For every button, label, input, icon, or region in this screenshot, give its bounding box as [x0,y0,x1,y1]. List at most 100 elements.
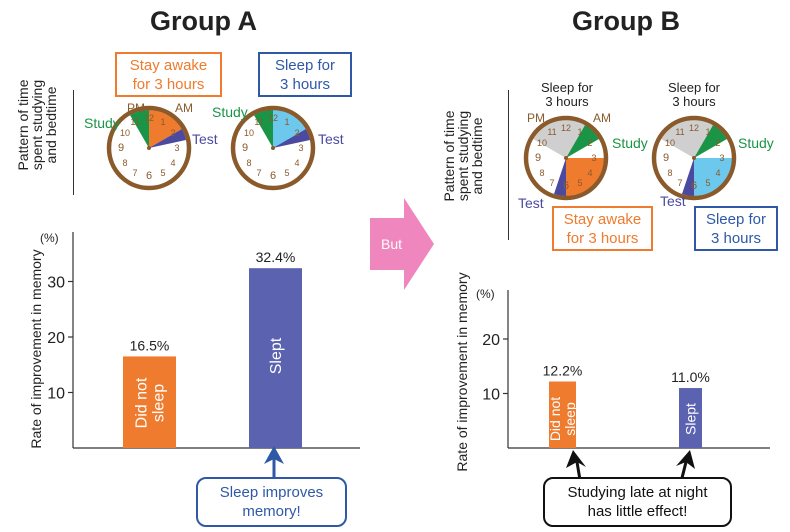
svg-text:6: 6 [691,180,697,192]
b1-pm-label: PM [527,111,545,125]
callout-line2: 3 hours [279,76,331,93]
svg-text:8: 8 [122,158,127,168]
svg-text:5: 5 [577,178,582,188]
svg-text:3: 3 [174,143,179,153]
bar-category-label: sleep [562,402,578,436]
svg-text:5: 5 [705,178,710,188]
svg-text:3: 3 [719,153,724,163]
b2-top-label: Sleep for 3 hours [657,81,731,109]
group-b-pattern-divider [508,90,509,240]
sleep-sector [694,158,732,196]
svg-text:9: 9 [535,152,541,164]
bar [679,388,702,448]
svg-text:4: 4 [587,168,592,178]
svg-text:7: 7 [549,178,554,188]
test-sector [682,158,694,196]
bar-value-label: 11.0% [671,369,710,385]
svg-text:2: 2 [170,128,175,138]
callout-line1: Sleep for [274,57,336,74]
a1-callout: Stay awake for 3 hours [115,52,222,97]
a1-test-label: Test [192,131,218,147]
a1-study-label: Study [84,115,120,131]
top-line2: 3 hours [545,94,589,109]
callout-line1: Stay awake [129,57,208,74]
bar [123,356,176,448]
top-line2: 3 hours [672,94,716,109]
svg-text:1: 1 [705,127,710,137]
svg-text:11: 11 [675,127,684,137]
callout-line1: Sleep for [705,211,767,228]
svg-text:2: 2 [294,128,299,138]
bar-value-label: 12.2% [543,363,583,379]
svg-text:5: 5 [160,168,165,178]
svg-text:9: 9 [663,152,669,164]
bar-value-label: 16.5% [130,337,170,353]
svg-text:1: 1 [284,117,289,127]
top-line1: Sleep for [667,80,721,95]
group-a-pattern-divider [73,90,74,195]
group-b-title: Group B [572,6,680,36]
test-sector [554,158,566,196]
b1-test-label: Test [518,195,544,211]
b1-top-label: Sleep for 3 hours [530,81,604,109]
but-arrow [370,198,434,290]
svg-text:4: 4 [715,168,720,178]
study-sector [254,110,273,148]
svg-text:4: 4 [294,158,299,168]
bar-category-label: Slept [682,403,698,435]
a1-am-label: AM [175,101,193,115]
svg-text:11: 11 [547,127,556,137]
bar-category-label: Did not [134,377,151,428]
b2-study-label: Study [738,135,774,151]
awake-sector [566,158,604,196]
callout-line2: has little effect! [587,503,688,520]
group-a-title: Group A [150,6,257,36]
svg-text:10: 10 [244,128,254,138]
study-sector [130,110,149,148]
sleep-improves-callout: Sleep improves memory! [196,477,347,527]
svg-text:12: 12 [689,123,699,133]
top-line1: Sleep for [540,80,594,95]
y-tick-label: 10 [482,387,500,404]
bar-value-label: 32.4% [256,249,296,265]
svg-text:7: 7 [132,168,137,178]
svg-text:8: 8 [667,168,672,178]
bar-category-label: Slept [268,337,285,374]
callout-line1: Studying late at night [567,484,708,501]
b1-callout: Stay awake for 3 hours [552,206,653,251]
a2-test-label: Test [318,131,344,147]
bar [549,381,576,448]
y-tick-label: 20 [482,332,500,349]
svg-text:10: 10 [537,138,547,148]
b2-test-label: Test [660,193,686,209]
svg-text:9: 9 [118,142,124,154]
callout-line2: for 3 hours [566,230,639,247]
a1-pm-label: PM [127,101,145,115]
b1-am-label: AM [593,111,611,125]
bar [249,268,302,448]
bar-category-label: Did not [547,397,563,441]
sleep-sector [533,120,585,158]
svg-text:8: 8 [246,158,251,168]
callout-line1: Sleep improves [219,484,324,501]
y-tick-label: 20 [47,330,65,347]
svg-text:11: 11 [254,117,263,127]
but-label: But [381,236,403,252]
svg-text:6: 6 [270,170,276,182]
study-sector [566,125,599,158]
svg-text:10: 10 [120,128,130,138]
sleep-sector-gray [661,120,713,158]
study-sector [694,125,727,158]
svg-text:8: 8 [539,168,544,178]
svg-text:4: 4 [170,158,175,168]
svg-text:3: 3 [591,153,596,163]
